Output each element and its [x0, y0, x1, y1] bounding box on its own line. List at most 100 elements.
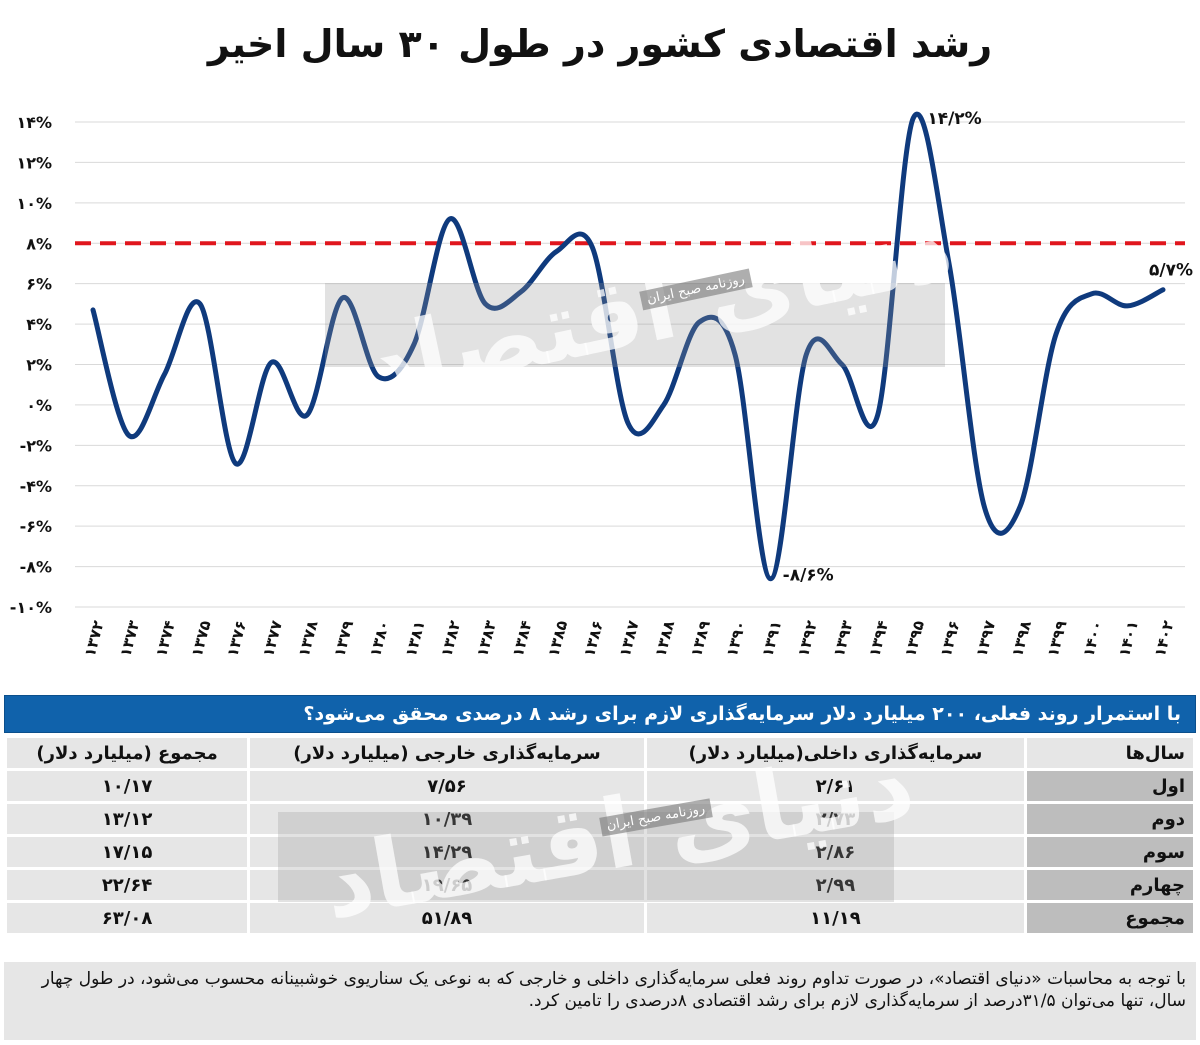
y-tick-label: ۰%: [26, 396, 52, 415]
data-point: [626, 421, 630, 426]
data-label: -۸/۶%: [783, 566, 834, 586]
x-tick-label: ۱۳۹۵: [901, 619, 928, 659]
investment-section: با استمرار روند فعلی، ۲۰۰ میلیارد دلار س…: [4, 695, 1196, 936]
row-foreign: ۱۰/۳۹: [250, 804, 644, 834]
data-point: [1018, 503, 1023, 508]
data-point: [1054, 332, 1058, 337]
chart-title: رشد اقتصادی کشور در طول ۳۰ سال اخیر: [207, 22, 993, 66]
x-tick-label: ۱۳۸۰: [366, 619, 393, 659]
x-tick-label: ۱۳۷۳: [116, 619, 143, 659]
header-years: سال‌ها: [1027, 738, 1193, 768]
growth-series-line: [90, 111, 1166, 582]
table-row: چهارم ۲/۹۹ ۱۹/۶۵ ۲۲/۶۴: [7, 870, 1193, 900]
row-total: ۱۷/۱۵: [7, 837, 248, 867]
x-tick-label: ۱۳۸۳: [473, 619, 500, 659]
table-row: مجموع ۱۱/۱۹ ۵۱/۸۹ ۶۳/۰۸: [7, 903, 1193, 933]
row-foreign: ۱۴/۲۹: [250, 837, 644, 867]
table-row: اول ۲/۶۱ ۷/۵۶ ۱۰/۱۷: [7, 771, 1193, 801]
header-foreign: سرمایه‌گذاری خارجی (میلیارد دلار): [250, 738, 644, 768]
header-total: مجموع (میلیارد دلار): [7, 738, 248, 768]
x-tick-label: ۱۳۷۴: [152, 619, 179, 659]
y-tick-label: -۸%: [20, 558, 52, 577]
data-point: [447, 217, 452, 221]
data-point: [305, 413, 309, 418]
data-point: [91, 307, 95, 312]
data-point: [483, 301, 488, 306]
y-tick-label: ۸%: [26, 234, 52, 253]
row-foreign: ۱۹/۶۵: [250, 870, 644, 900]
table-header-row: سال‌ها سرمایه‌گذاری داخلی(میلیارد دلار) …: [7, 738, 1193, 768]
x-tick-label: ۱۳۷۵: [188, 619, 215, 659]
y-tick-label: ۱۰%: [16, 194, 52, 213]
x-tick-label: ۱۳۸۱: [402, 619, 429, 659]
data-point: [982, 505, 987, 510]
data-point: [198, 301, 202, 306]
x-tick-label: ۱۴۰۲: [1151, 619, 1178, 659]
x-tick-label: ۱۴۰۰: [1079, 619, 1106, 659]
x-tick-label: ۱۳۸۵: [544, 619, 571, 659]
data-point: [162, 372, 167, 377]
data-point: [126, 433, 131, 438]
row-domestic: ۲/۷۳: [646, 804, 1024, 834]
row-total: ۱۳/۱۲: [7, 804, 248, 834]
data-label: ۱۴/۲%: [927, 109, 981, 129]
row-domestic: ۲/۹۹: [646, 870, 1024, 900]
row-year: سوم: [1027, 837, 1193, 867]
data-point: [840, 362, 844, 367]
row-total: ۶۳/۰۸: [7, 903, 248, 933]
footnote: با توجه به محاسبات «دنیای اقتصاد»، در صو…: [4, 962, 1196, 1040]
y-tick-label: ۱۲%: [16, 153, 52, 172]
data-point: [661, 402, 666, 407]
row-year: دوم: [1027, 804, 1193, 834]
data-point: [804, 352, 809, 357]
growth-line-chart: ۱۴% ۱۲% ۱۰% ۸% ۶% ۴% ۲% ۰% -۲% -۴% -۶% -۸% -۱۰% ۱۳۷۲…: [10, 109, 1193, 659]
row-foreign: ۵۱/۸۹: [250, 903, 644, 933]
table-row: سوم ۲/۸۶ ۱۴/۲۹ ۱۷/۱۵: [7, 837, 1193, 867]
y-tick-label: ۶%: [26, 275, 52, 294]
data-point: [875, 413, 880, 418]
row-year: چهارم: [1027, 870, 1193, 900]
data-point: [412, 342, 416, 347]
x-tick-label: ۱۳۸۸: [651, 619, 678, 659]
data-point: [733, 352, 737, 357]
x-tick-label: ۱۳۸۶: [580, 619, 607, 659]
x-tick-label: ۱۳۷۶: [223, 619, 250, 659]
x-tick-label: ۱۳۸۹: [687, 619, 714, 659]
data-point: [554, 249, 559, 254]
y-tick-label: -۱۰%: [10, 598, 52, 617]
table-row: دوم ۲/۷۳ ۱۰/۳۹ ۱۳/۱۲: [7, 804, 1193, 834]
data-point: [947, 261, 951, 266]
data-point: [590, 245, 595, 250]
data-point: [233, 461, 238, 466]
data-point: [697, 320, 702, 325]
y-tick-label: ۲%: [26, 356, 52, 375]
x-tick-label: ۱۳۹۹: [1044, 619, 1071, 659]
x-tick-label: ۱۳۹۰: [723, 619, 750, 659]
data-point: [519, 289, 523, 294]
data-point: [340, 295, 345, 300]
header-domestic: سرمایه‌گذاری داخلی(میلیارد دلار): [646, 738, 1024, 768]
x-tick-label: ۱۳۸۲: [437, 619, 464, 659]
x-tick-label: ۱۳۸۴: [509, 619, 536, 659]
x-tick-label: ۱۳۹۴: [865, 619, 892, 659]
y-tick-label: ۱۴%: [16, 113, 52, 132]
y-tick-label: ۴%: [26, 315, 52, 334]
y-tick-label: -۴%: [20, 477, 52, 496]
data-point: [768, 576, 773, 581]
data-label: ۵/۷%: [1149, 261, 1193, 281]
data-point: [1125, 303, 1130, 308]
data-point: [1161, 287, 1165, 292]
x-tick-label: ۱۳۷۹: [330, 619, 357, 659]
data-point: [376, 374, 381, 379]
row-domestic: ۲/۸۶: [646, 837, 1024, 867]
x-tick-label: ۱۳۷۲: [81, 619, 108, 659]
row-total: ۲۲/۶۴: [7, 870, 248, 900]
y-tick-label: -۶%: [20, 517, 52, 536]
row-year: مجموع: [1027, 903, 1193, 933]
x-tick-label: ۱۳۹۶: [937, 619, 964, 659]
row-domestic: ۲/۶۱: [646, 771, 1024, 801]
x-tick-label: ۱۳۹۲: [794, 619, 821, 659]
x-tick-label: ۱۳۹۳: [830, 619, 857, 659]
data-point: [911, 115, 916, 120]
x-tick-label: ۱۳۷۷: [259, 619, 286, 659]
